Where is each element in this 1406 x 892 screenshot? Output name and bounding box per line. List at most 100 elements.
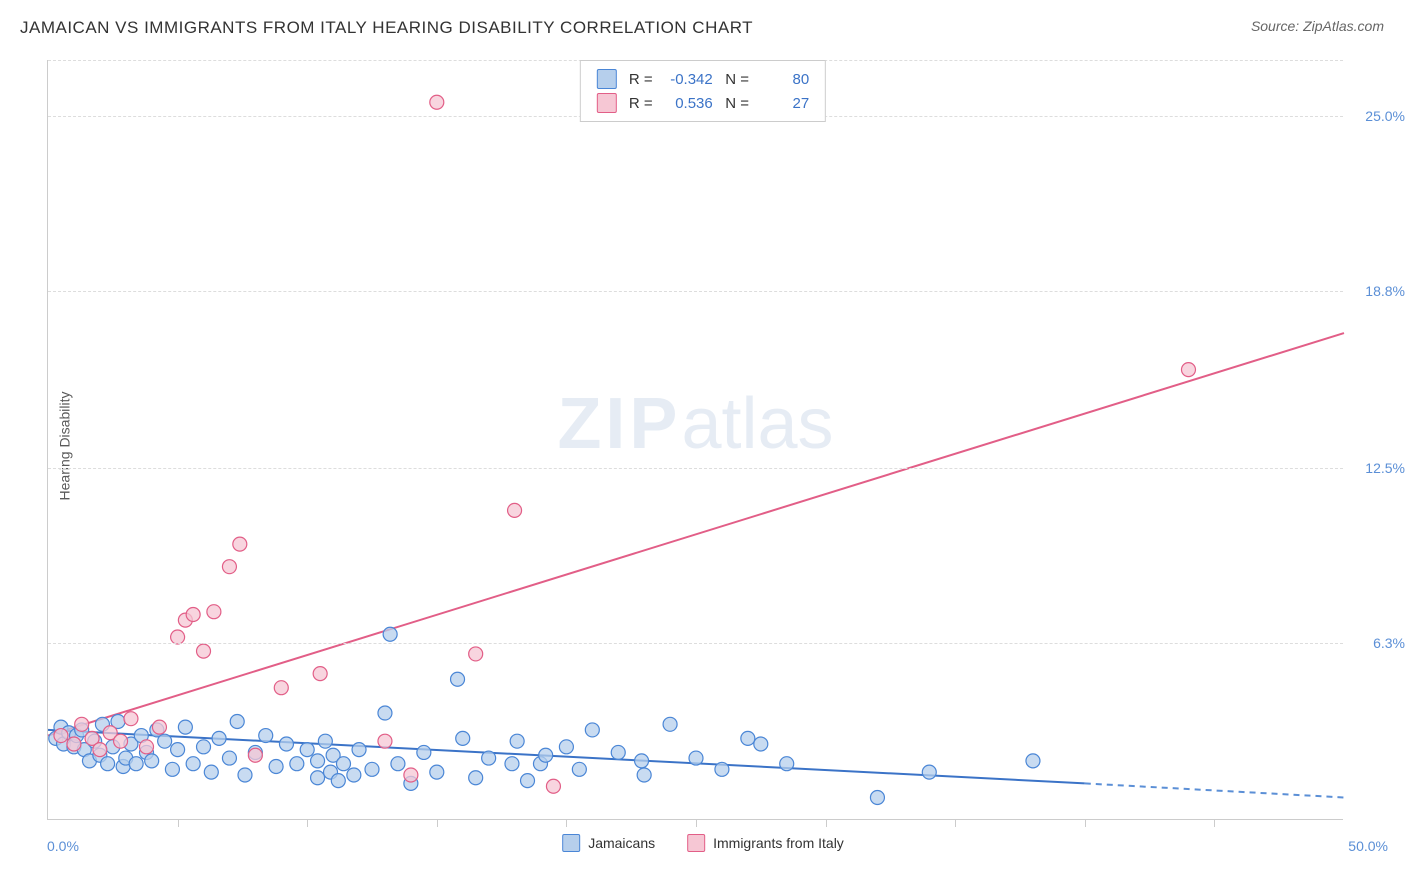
scatter-point-jamaicans [635,754,649,768]
scatter-point-jamaicans [352,743,366,757]
scatter-point-jamaicans [922,765,936,779]
scatter-point-jamaicans [559,740,573,754]
scatter-point-jamaicans [1026,754,1040,768]
scatter-point-jamaicans [311,754,325,768]
scatter-point-italy [274,681,288,695]
legend-label: Immigrants from Italy [713,835,844,851]
x-tick [566,819,567,827]
x-tick [696,819,697,827]
legend-item-italy: Immigrants from Italy [687,834,844,852]
scatter-point-jamaicans [663,717,677,731]
scatter-point-italy [508,503,522,517]
source-name: ZipAtlas.com [1303,18,1384,34]
chart-title: JAMAICAN VS IMMIGRANTS FROM ITALY HEARIN… [20,18,753,38]
scatter-point-jamaicans [689,751,703,765]
scatter-point-jamaicans [870,790,884,804]
x-tick [178,819,179,827]
scatter-point-italy [114,734,128,748]
scatter-point-jamaicans [336,757,350,771]
scatter-point-italy [1181,363,1195,377]
scatter-point-italy [313,667,327,681]
scatter-point-jamaicans [417,745,431,759]
scatter-point-jamaicans [165,762,179,776]
scatter-point-jamaicans [482,751,496,765]
scatter-point-jamaicans [186,757,200,771]
legend-swatch [687,834,705,852]
scatter-point-jamaicans [780,757,794,771]
x-tick [955,819,956,827]
trend-line-italy [48,333,1344,736]
scatter-point-jamaicans [178,720,192,734]
scatter-point-jamaicans [521,774,535,788]
scatter-point-jamaicans [279,737,293,751]
scatter-point-italy [54,729,68,743]
scatter-point-jamaicans [212,731,226,745]
x-axis-min-label: 0.0% [47,838,79,854]
scatter-point-jamaicans [171,743,185,757]
scatter-point-jamaicans [741,731,755,745]
scatter-point-italy [124,712,138,726]
x-tick [307,819,308,827]
y-tick-label: 12.5% [1365,460,1405,476]
y-tick-label: 6.3% [1373,635,1405,651]
scatter-point-jamaicans [378,706,392,720]
scatter-point-jamaicans [430,765,444,779]
stats-legend-box: R = -0.342 N = 80 R = 0.536 N = 27 [580,60,826,122]
grid-line [48,291,1343,292]
scatter-point-jamaicans [259,729,273,743]
scatter-point-jamaicans [222,751,236,765]
legend-swatch [562,834,580,852]
scatter-point-jamaicans [572,762,586,776]
scatter-point-italy [233,537,247,551]
scatter-point-jamaicans [230,714,244,728]
scatter-point-italy [152,720,166,734]
grid-line [48,468,1343,469]
source-attribution: Source: ZipAtlas.com [1251,18,1384,34]
scatter-point-jamaicans [451,672,465,686]
scatter-point-jamaicans [456,731,470,745]
scatter-point-jamaicans [204,765,218,779]
scatter-point-jamaicans [129,757,143,771]
scatter-point-italy [222,560,236,574]
x-tick [826,819,827,827]
x-tick [1085,819,1086,827]
stats-row-jamaicans: R = -0.342 N = 80 [597,69,809,89]
scatter-point-italy [207,605,221,619]
scatter-point-italy [546,779,560,793]
scatter-point-jamaicans [290,757,304,771]
scatter-point-jamaicans [391,757,405,771]
x-axis-max-label: 50.0% [1348,838,1388,854]
scatter-point-jamaicans [611,745,625,759]
x-tick [1214,819,1215,827]
trend-line-dash-jamaicans [1085,783,1344,797]
scatter-point-italy [430,95,444,109]
y-tick-label: 18.8% [1365,283,1405,299]
scatter-point-jamaicans [539,748,553,762]
scatter-point-jamaicans [145,754,159,768]
legend-swatch [597,93,617,113]
scatter-point-italy [67,737,81,751]
grid-line [48,643,1343,644]
scatter-point-jamaicans [365,762,379,776]
scatter-point-italy [197,644,211,658]
legend-item-jamaicans: Jamaicans [562,834,655,852]
scatter-point-jamaicans [510,734,524,748]
scatter-point-jamaicans [311,771,325,785]
scatter-point-italy [248,748,262,762]
scatter-point-jamaicans [383,627,397,641]
scatter-point-jamaicans [158,734,172,748]
scatter-point-jamaicans [469,771,483,785]
scatter-point-jamaicans [197,740,211,754]
stats-text: R = 0.536 N = 27 [629,95,809,112]
x-axis-legend: Jamaicans Immigrants from Italy [562,834,844,852]
scatter-point-italy [404,768,418,782]
scatter-point-jamaicans [637,768,651,782]
scatter-point-italy [75,717,89,731]
scatter-point-jamaicans [347,768,361,782]
scatter-point-italy [186,608,200,622]
scatter-point-jamaicans [269,760,283,774]
scatter-point-jamaicans [101,757,115,771]
scatter-point-jamaicans [238,768,252,782]
scatter-point-italy [378,734,392,748]
chart-svg [48,60,1343,819]
